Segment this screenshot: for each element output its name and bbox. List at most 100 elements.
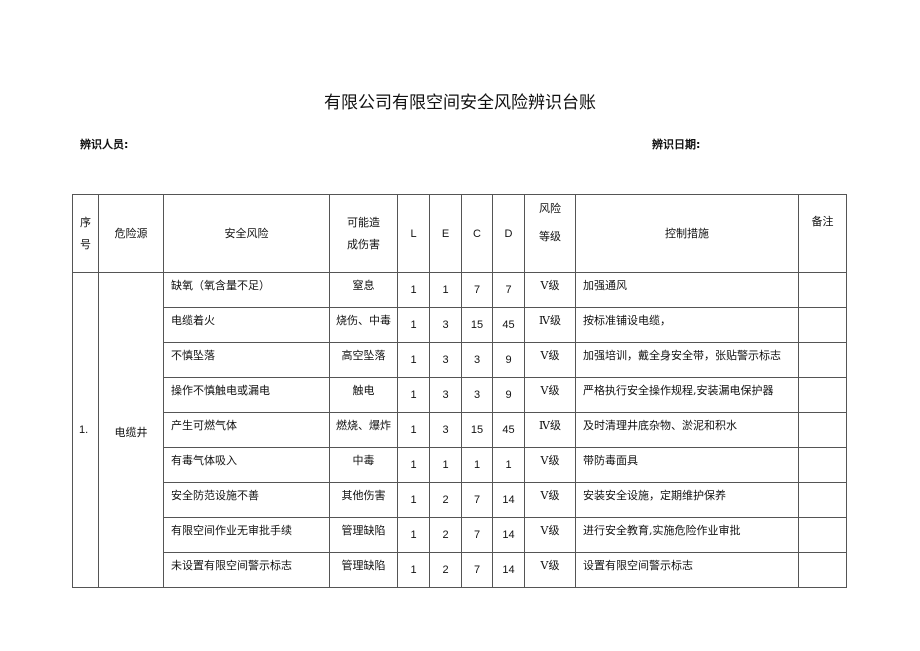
d-cell: 14: [492, 517, 525, 553]
c-cell: 7: [461, 552, 493, 588]
risk-cell: 未设置有限空间警示标志: [163, 552, 330, 588]
level-cell: Ⅴ级: [524, 552, 576, 588]
control-cell: 严格执行安全操作规程,安装漏电保护器: [575, 377, 799, 413]
note-cell: [798, 517, 847, 553]
note-cell: [798, 447, 847, 483]
risk-table: 序号 危险源 安全风险 可能造成伤害 L E C D 风险等级 控制措施 备注 …: [72, 194, 847, 588]
table-row: 不慎坠落 高空坠落 1 3 3 9 Ⅴ级 加强培训，戴全身安全带，张贴警示标志: [73, 342, 847, 378]
level-cell: Ⅴ级: [524, 517, 576, 553]
control-cell: 按标准铺设电缆，: [575, 307, 799, 343]
harm-cell: 其他伤害: [329, 482, 398, 518]
d-cell: 1: [492, 447, 525, 483]
table-row: 操作不慎触电或漏电 触电 1 3 3 9 Ⅴ级 严格执行安全操作规程,安装漏电保护器: [73, 377, 847, 413]
l-cell: 1: [397, 307, 430, 343]
control-cell: 加强通风: [575, 272, 799, 308]
control-cell: 安装安全设施，定期维护保养: [575, 482, 799, 518]
d-cell: 14: [492, 552, 525, 588]
note-cell: [798, 412, 847, 448]
table-row: 有毒气体吸入 中毒 1 1 1 1 Ⅴ级 带防毒面具: [73, 447, 847, 483]
c-cell: 3: [461, 377, 493, 413]
header-l: L: [397, 194, 430, 273]
header-hazard: 危险源: [98, 194, 164, 273]
harm-cell: 管理缺陷: [329, 552, 398, 588]
d-cell: 9: [492, 377, 525, 413]
level-cell: Ⅴ级: [524, 447, 576, 483]
header-e: E: [429, 194, 462, 273]
row-number: 1.: [72, 272, 99, 588]
note-cell: [798, 552, 847, 588]
c-cell: 3: [461, 342, 493, 378]
note-cell: [798, 342, 847, 378]
level-cell: Ⅴ级: [524, 482, 576, 518]
c-cell: 15: [461, 412, 493, 448]
c-cell: 15: [461, 307, 493, 343]
level-cell: Ⅴ级: [524, 377, 576, 413]
table-row: 1. 电缆井 缺氧（氧含量不足） 窒息 1 1 7 7 Ⅴ级 加强通风: [72, 272, 847, 588]
e-cell: 3: [429, 342, 462, 378]
hazard-source: 电缆井: [98, 272, 164, 588]
note-cell: [798, 307, 847, 343]
level-cell: Ⅳ级: [524, 307, 576, 343]
control-cell: 设置有限空间警示标志: [575, 552, 799, 588]
l-cell: 1: [397, 517, 430, 553]
risk-cell: 安全防范设施不善: [163, 482, 330, 518]
risk-cell: 有限空间作业无审批手续: [163, 517, 330, 553]
e-cell: 1: [429, 272, 462, 308]
d-cell: 45: [492, 412, 525, 448]
harm-cell: 高空坠落: [329, 342, 398, 378]
d-cell: 7: [492, 272, 525, 308]
c-cell: 1: [461, 447, 493, 483]
harm-cell: 中毒: [329, 447, 398, 483]
note-cell: [798, 272, 847, 308]
header-d: D: [492, 194, 525, 273]
d-cell: 14: [492, 482, 525, 518]
date-label: 辨识日期:: [652, 138, 701, 151]
harm-cell: 触电: [329, 377, 398, 413]
harm-cell: 管理缺陷: [329, 517, 398, 553]
d-cell: 9: [492, 342, 525, 378]
c-cell: 7: [461, 517, 493, 553]
table-row: 安全防范设施不善 其他伤害 1 2 7 14 Ⅴ级 安装安全设施，定期维护保养: [73, 482, 847, 518]
risk-cell: 缺氧（氧含量不足）: [163, 272, 330, 308]
l-cell: 1: [397, 342, 430, 378]
note-cell: [798, 482, 847, 518]
header-level: 风险等级: [524, 194, 576, 273]
header-row: 序号 危险源 安全风险 可能造成伤害 L E C D 风险等级 控制措施 备注: [72, 194, 847, 273]
harm-cell: 燃烧、爆炸: [329, 412, 398, 448]
harm-cell: 烧伤、中毒: [329, 307, 398, 343]
l-cell: 1: [397, 412, 430, 448]
l-cell: 1: [397, 552, 430, 588]
table-row: 产生可燃气体 燃烧、爆炸 1 3 15 45 Ⅳ级 及时清理井底杂物、淤泥和积水: [73, 412, 847, 448]
e-cell: 2: [429, 482, 462, 518]
risk-cell: 不慎坠落: [163, 342, 330, 378]
risk-cell: 产生可燃气体: [163, 412, 330, 448]
e-cell: 2: [429, 517, 462, 553]
l-cell: 1: [397, 482, 430, 518]
e-cell: 1: [429, 447, 462, 483]
l-cell: 1: [397, 447, 430, 483]
e-cell: 2: [429, 552, 462, 588]
e-cell: 3: [429, 377, 462, 413]
e-cell: 3: [429, 412, 462, 448]
e-cell: 3: [429, 307, 462, 343]
control-cell: 及时清理井底杂物、淤泥和积水: [575, 412, 799, 448]
control-cell: 带防毒面具: [575, 447, 799, 483]
level-cell: Ⅴ级: [524, 272, 576, 308]
level-cell: Ⅴ级: [524, 342, 576, 378]
identifier-label: 辨识人员:: [80, 138, 129, 151]
c-cell: 7: [461, 272, 493, 308]
l-cell: 1: [397, 377, 430, 413]
document-title: 有限公司有限空间安全风险辨识台账: [324, 93, 596, 113]
table-row: 未设置有限空间警示标志 管理缺陷 1 2 7 14 Ⅴ级 设置有限空间警示标志: [73, 552, 847, 588]
table-row: 有限空间作业无审批手续 管理缺陷 1 2 7 14 Ⅴ级 进行安全教育,实施危险作业审批: [73, 517, 847, 553]
risk-cell: 操作不慎触电或漏电: [163, 377, 330, 413]
d-cell: 45: [492, 307, 525, 343]
risk-cell: 电缆着火: [163, 307, 330, 343]
header-risk: 安全风险: [163, 194, 330, 273]
harm-cell: 窒息: [329, 272, 398, 308]
header-control: 控制措施: [575, 194, 799, 273]
header-note: 备注: [798, 194, 847, 273]
risk-cell: 有毒气体吸入: [163, 447, 330, 483]
table-row: 电缆着火 烧伤、中毒 1 3 15 45 Ⅳ级 按标准铺设电缆，: [73, 307, 847, 343]
header-no: 序号: [72, 194, 99, 273]
